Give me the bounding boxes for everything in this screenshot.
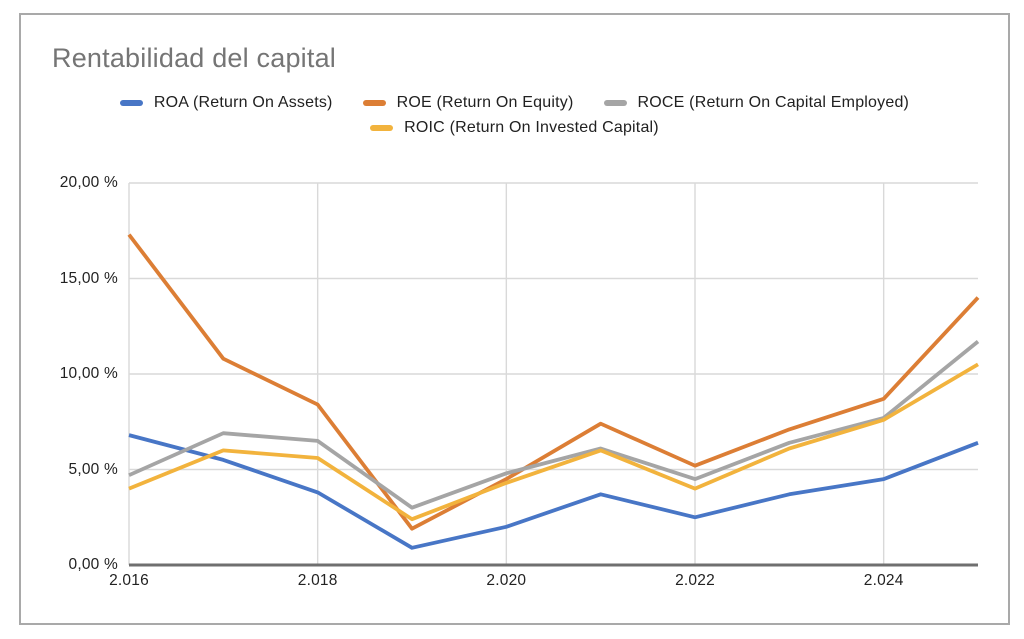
y-axis-tick-label: 20,00 % bbox=[59, 174, 118, 191]
legend-item-roa: ROA (Return On Assets) bbox=[119, 94, 333, 112]
x-axis-tick-label: 2.022 bbox=[675, 572, 715, 589]
legend-item-roe: ROE (Return On Equity) bbox=[362, 94, 574, 112]
legend-item-roic: ROIC (Return On Invested Capital) bbox=[370, 119, 659, 137]
x-axis-tick-label: 2.016 bbox=[109, 572, 149, 589]
y-axis-tick-label: 15,00 % bbox=[59, 269, 118, 287]
roce-series-swatch bbox=[603, 100, 627, 106]
x-axis-tick-label: 2.018 bbox=[297, 572, 338, 589]
chart-legend: ROA (Return On Assets) ROE (Return On Eq… bbox=[75, 94, 955, 137]
x-axis: 2.016 2.018 2.020 2.022 2.024 bbox=[21, 15, 1008, 623]
roa-series-swatch bbox=[119, 100, 143, 106]
y-axis-tick-label: 0,00 % bbox=[68, 556, 118, 573]
roe-series-swatch bbox=[362, 100, 386, 106]
legend-item-roce: ROCE (Return On Capital Employed) bbox=[603, 94, 910, 112]
roic-series-label: ROIC (Return On Invested Capital) bbox=[404, 119, 659, 136]
roic-series-swatch bbox=[370, 125, 394, 131]
chart-card[interactable]: Rentabilidad del capital ROA (Return On … bbox=[19, 13, 1010, 625]
roce-series-label: ROCE (Return On Capital Employed) bbox=[637, 94, 910, 111]
chart-title: Rentabilidad del capital bbox=[52, 43, 336, 73]
y-axis-tick-label: 5,00 % bbox=[68, 460, 118, 478]
y-axis: 0,00 % 5,00 % 10,00 % 15,00 % 20,00 % bbox=[21, 15, 118, 623]
x-axis-tick-label: 2.020 bbox=[486, 572, 527, 589]
line-chart-plot-area bbox=[127, 182, 980, 567]
x-axis-tick-label: 2.024 bbox=[863, 572, 904, 589]
y-axis-tick-label: 10,00 % bbox=[59, 365, 118, 382]
roe-series-label: ROE (Return On Equity) bbox=[396, 94, 574, 111]
roa-series-label: ROA (Return On Assets) bbox=[153, 94, 333, 111]
